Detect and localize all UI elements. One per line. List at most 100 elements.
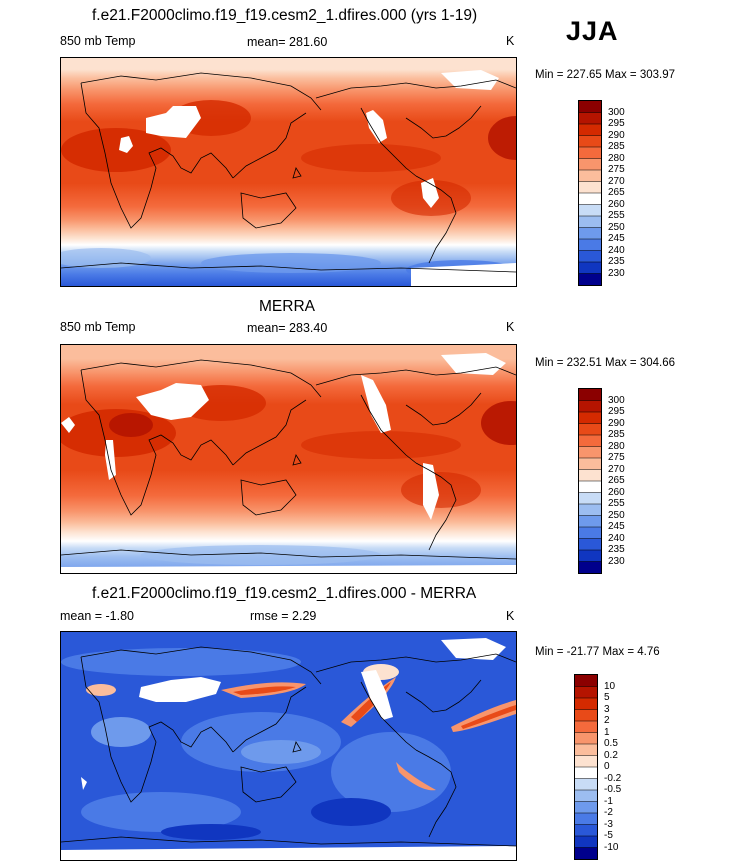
panel-3-minmax: Min = -21.77 Max = 4.76 bbox=[535, 646, 660, 658]
colorbar-2-swatch bbox=[579, 538, 601, 551]
colorbar-2-swatch bbox=[579, 423, 601, 436]
panel-3-map bbox=[60, 631, 517, 861]
colorbar-3-label: -0.5 bbox=[604, 784, 622, 795]
colorbar-3-label: 1 bbox=[604, 726, 610, 738]
colorbar-2-swatch bbox=[579, 515, 601, 528]
colorbar-2-label: 260 bbox=[608, 486, 625, 498]
colorbar-2-swatch bbox=[579, 446, 601, 459]
colorbar-3-swatch bbox=[575, 813, 597, 825]
colorbar-2-label: 240 bbox=[608, 532, 625, 544]
colorbar-1-label: 260 bbox=[608, 198, 625, 210]
season-label: JJA bbox=[566, 16, 619, 46]
colorbar-2-label: 275 bbox=[608, 452, 625, 463]
panel-2-right-label: K bbox=[506, 320, 515, 334]
colorbar-2-label: 270 bbox=[608, 463, 625, 475]
colorbar-1-label: 300 bbox=[608, 106, 625, 118]
panel-3-colorbar bbox=[574, 674, 598, 860]
colorbar-3-swatch bbox=[575, 801, 597, 814]
colorbar-2-swatch bbox=[579, 435, 601, 447]
colorbar-3-swatch bbox=[575, 847, 597, 860]
colorbar-1-label: 295 bbox=[608, 118, 625, 129]
colorbar-3-swatch bbox=[575, 721, 597, 733]
colorbar-3-swatch bbox=[575, 755, 597, 768]
colorbar-2-swatch bbox=[579, 412, 601, 424]
colorbar-1-swatch bbox=[579, 135, 601, 148]
colorbar-2-swatch bbox=[579, 504, 601, 516]
colorbar-1-label: 235 bbox=[608, 256, 625, 267]
colorbar-1-label: 250 bbox=[608, 221, 625, 233]
panel-1-colorbar bbox=[578, 100, 602, 286]
colorbar-1-swatch bbox=[579, 181, 601, 194]
colorbar-1-label: 230 bbox=[608, 267, 625, 279]
colorbar-1-swatch bbox=[579, 193, 601, 205]
colorbar-2-label: 265 bbox=[608, 475, 625, 486]
colorbar-1-label: 280 bbox=[608, 152, 625, 164]
colorbar-2-swatch bbox=[579, 481, 601, 493]
colorbar-3-swatch bbox=[575, 686, 597, 699]
colorbar-1-label: 270 bbox=[608, 175, 625, 187]
panel-3-right-label: K bbox=[506, 609, 515, 623]
colorbar-3-label: -2 bbox=[604, 807, 613, 818]
colorbar-1-swatch bbox=[579, 239, 601, 251]
colorbar-1-swatch bbox=[579, 101, 601, 113]
colorbar-3-swatch bbox=[575, 698, 597, 710]
colorbar-3-label: -1 bbox=[604, 795, 613, 807]
colorbar-2-swatch bbox=[579, 550, 601, 562]
colorbar-3-label: -10 bbox=[604, 841, 619, 853]
colorbar-1-swatch bbox=[579, 147, 601, 159]
colorbar-3-label: 0.2 bbox=[604, 749, 618, 761]
panel-2-title: MERRA bbox=[259, 298, 315, 315]
colorbar-3-label: 3 bbox=[604, 703, 610, 715]
colorbar-1-label: 240 bbox=[608, 244, 625, 256]
colorbar-2-label: 285 bbox=[608, 429, 625, 440]
colorbar-3-swatch bbox=[575, 744, 597, 756]
colorbar-1-swatch bbox=[579, 262, 601, 274]
colorbar-2-swatch bbox=[579, 561, 601, 574]
colorbar-2-label: 235 bbox=[608, 544, 625, 555]
colorbar-3-label: -3 bbox=[604, 818, 613, 830]
panel-3-left-label: mean = -1.80 bbox=[60, 609, 135, 623]
panel-2-colorbar bbox=[578, 388, 602, 574]
panel-3-title: f.e21.F2000climo.f19_f19.cesm2_1.dfires.… bbox=[92, 585, 477, 602]
colorbar-1-swatch bbox=[579, 170, 601, 182]
colorbar-3-swatch bbox=[575, 732, 597, 745]
colorbar-1-label: 255 bbox=[608, 210, 625, 221]
colorbar-3-label: 2 bbox=[604, 715, 610, 726]
colorbar-3-swatch bbox=[575, 778, 597, 791]
colorbar-3-swatch bbox=[575, 767, 597, 779]
colorbar-3-label: -5 bbox=[604, 830, 613, 841]
colorbar-1-label: 245 bbox=[608, 233, 625, 244]
colorbar-1-label: 275 bbox=[608, 164, 625, 175]
colorbar-1-swatch bbox=[579, 124, 601, 136]
panel-1-title: f.e21.F2000climo.f19_f19.cesm2_1.dfires.… bbox=[92, 7, 478, 24]
panel-2-left-label: 850 mb Temp bbox=[60, 320, 136, 334]
colorbar-2-swatch bbox=[579, 400, 601, 413]
colorbar-2-label: 230 bbox=[608, 555, 625, 567]
colorbar-3-swatch bbox=[575, 790, 597, 802]
colorbar-3-swatch bbox=[575, 675, 597, 687]
colorbar-1-swatch bbox=[579, 250, 601, 263]
colorbar-2-swatch bbox=[579, 469, 601, 482]
colorbar-1-label: 285 bbox=[608, 141, 625, 152]
colorbar-1-swatch bbox=[579, 112, 601, 125]
colorbar-2-label: 280 bbox=[608, 440, 625, 452]
colorbar-2-label: 245 bbox=[608, 521, 625, 532]
panel-1-center-label: mean= 281.60 bbox=[247, 35, 328, 49]
panel-1-right-label: K bbox=[506, 34, 515, 48]
colorbar-2-swatch bbox=[579, 527, 601, 539]
colorbar-2-label: 300 bbox=[608, 394, 625, 406]
colorbar-2-label: 250 bbox=[608, 509, 625, 521]
colorbar-1-swatch bbox=[579, 158, 601, 171]
panel-2-center-label: mean= 283.40 bbox=[247, 321, 328, 335]
panel-2-minmax: Min = 232.51 Max = 304.66 bbox=[535, 357, 676, 369]
colorbar-1-swatch bbox=[579, 204, 601, 217]
colorbar-1-label: 265 bbox=[608, 187, 625, 198]
panel-1-left-label: 850 mb Temp bbox=[60, 34, 136, 48]
colorbar-3-label: 0.5 bbox=[604, 738, 618, 749]
colorbar-2-swatch bbox=[579, 389, 601, 401]
panel-2-map bbox=[60, 344, 517, 574]
colorbar-3-label: 5 bbox=[604, 692, 610, 703]
colorbar-1-swatch bbox=[579, 227, 601, 240]
colorbar-3-swatch bbox=[575, 836, 597, 848]
colorbar-2-swatch bbox=[579, 492, 601, 505]
